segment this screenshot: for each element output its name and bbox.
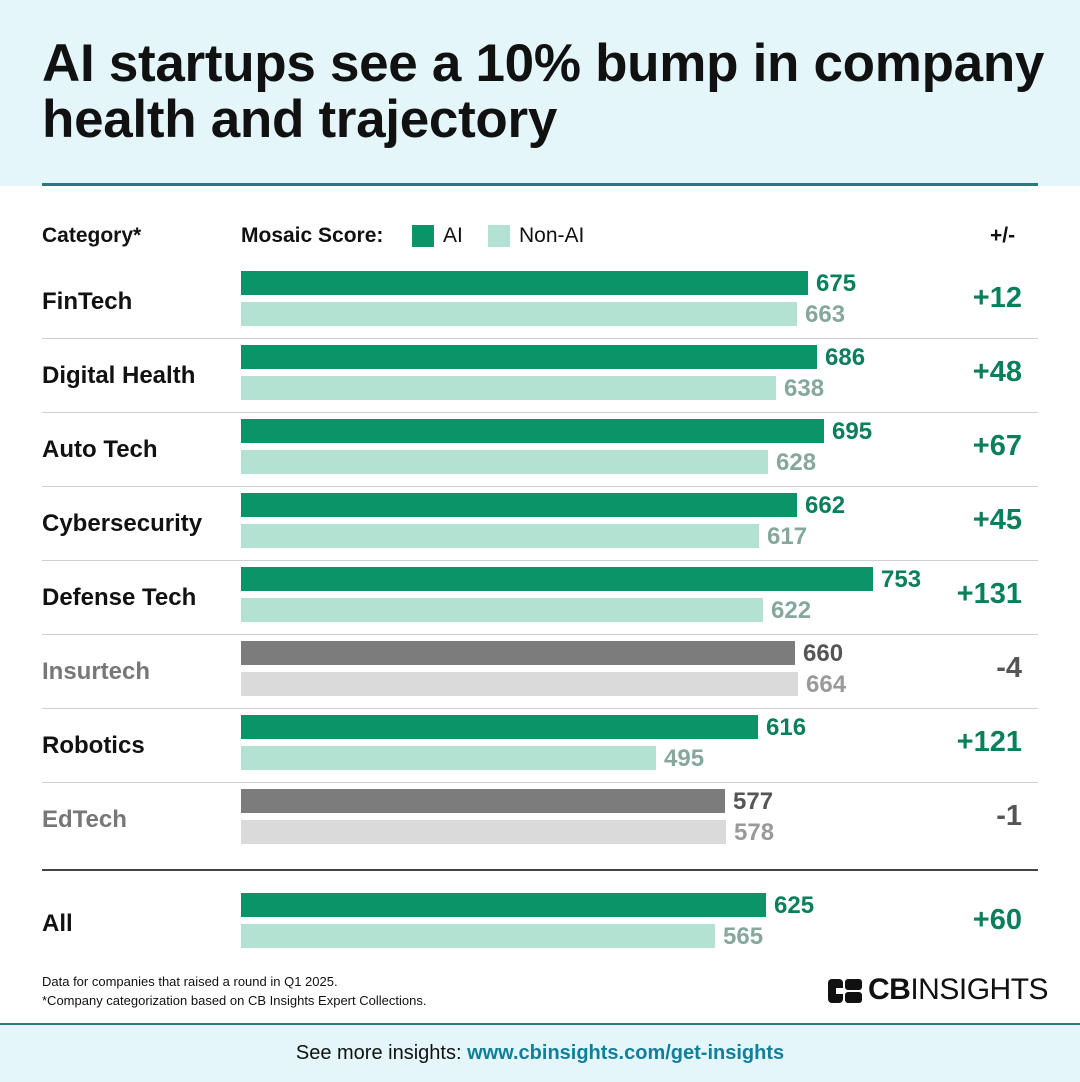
footer-prefix: See more insights: (295, 1042, 462, 1064)
footnote-categorization: *Company categorization based on CB Insi… (42, 993, 427, 1008)
bar-value-ai-fintech: 675 (816, 270, 857, 297)
row-divider (42, 412, 1038, 413)
footer-text: See more insights: www.cbinsights.com/ge… (0, 1042, 1080, 1065)
delta-value-digital-health: +48 (972, 356, 1022, 388)
delta-value-defense-tech: +131 (956, 578, 1022, 610)
bar-ai-defense-tech (241, 567, 873, 591)
category-label-defense-tech: Defense Tech (42, 584, 197, 611)
bar-nonai-fintech (241, 302, 797, 326)
bar-ai-edtech (241, 789, 725, 813)
row-divider (42, 782, 1038, 783)
row-divider (42, 486, 1038, 487)
category-label-robotics: Robotics (42, 732, 145, 759)
bar-value-ai-robotics: 616 (766, 714, 807, 741)
bar-value-nonai-insurtech: 664 (806, 671, 847, 698)
bar-value-nonai-defense-tech: 622 (771, 597, 812, 624)
bar-ai-robotics (241, 715, 758, 739)
bar-value-nonai-robotics: 495 (664, 745, 705, 772)
header-band (0, 0, 1080, 186)
row-divider (42, 560, 1038, 561)
row-divider (42, 708, 1038, 709)
score-column-header: Mosaic Score: (241, 224, 384, 247)
bar-ai-fintech (241, 271, 808, 295)
bar-value-nonai-all: 565 (723, 923, 764, 950)
bar-nonai-auto-tech (241, 450, 768, 474)
category-label-fintech: FinTech (42, 288, 133, 315)
bar-nonai-defense-tech (241, 598, 763, 622)
legend-nonai-swatch (488, 225, 510, 247)
logo-wordmark-regular: INSIGHTS (910, 973, 1049, 1006)
delta-value-insurtech: -4 (996, 652, 1022, 684)
category-label-edtech: EdTech (42, 806, 127, 833)
footer-band: See more insights: www.cbinsights.com/ge… (0, 1023, 1080, 1082)
delta-column-header: +/- (990, 224, 1016, 247)
cb-insights-logo-icon (828, 979, 862, 1003)
delta-value-auto-tech: +67 (972, 430, 1022, 462)
delta-value-cybersecurity: +45 (972, 504, 1022, 536)
bar-value-nonai-edtech: 578 (734, 819, 775, 846)
bar-value-ai-all: 625 (774, 892, 815, 919)
category-label-digital-health: Digital Health (42, 362, 196, 389)
bar-nonai-cybersecurity (241, 524, 759, 548)
bar-value-nonai-digital-health: 638 (784, 375, 825, 402)
bar-nonai-edtech (241, 820, 726, 844)
category-label-cybersecurity: Cybersecurity (42, 510, 203, 537)
bar-nonai-all (241, 924, 715, 948)
legend-ai-swatch (412, 225, 434, 247)
bar-ai-all (241, 893, 766, 917)
row-divider (42, 634, 1038, 635)
category-label-all: All (42, 910, 73, 937)
bar-value-ai-digital-health: 686 (825, 344, 866, 371)
delta-value-edtech: -1 (996, 800, 1022, 832)
delta-value-fintech: +12 (972, 282, 1022, 314)
bar-nonai-insurtech (241, 672, 798, 696)
bar-nonai-digital-health (241, 376, 776, 400)
bar-nonai-robotics (241, 746, 656, 770)
delta-value-all: +60 (972, 904, 1022, 936)
category-column-header: Category* (42, 224, 142, 247)
logo-wordmark: CBINSIGHTS (868, 973, 1049, 1006)
bar-value-ai-edtech: 577 (733, 788, 774, 815)
bar-value-nonai-auto-tech: 628 (776, 449, 817, 476)
cb-insights-logo: CBINSIGHTS (828, 974, 1049, 1006)
bar-value-ai-auto-tech: 695 (832, 418, 873, 445)
bar-value-ai-cybersecurity: 662 (805, 492, 846, 519)
legend-nonai-label: Non-AI (519, 224, 585, 247)
legend-ai-label: AI (443, 224, 463, 247)
all-divider (42, 869, 1038, 871)
category-label-auto-tech: Auto Tech (42, 436, 158, 463)
bar-value-nonai-fintech: 663 (805, 301, 846, 328)
delta-value-robotics: +121 (956, 726, 1022, 758)
header-divider (42, 183, 1038, 186)
bar-value-nonai-cybersecurity: 617 (767, 523, 808, 550)
logo-wordmark-bold: CB (868, 973, 911, 1006)
page-title: AI startups see a 10% bump in company he… (42, 34, 1045, 149)
bar-ai-auto-tech (241, 419, 824, 443)
bar-value-ai-defense-tech: 753 (881, 566, 922, 593)
category-label-insurtech: Insurtech (42, 658, 151, 685)
bar-value-ai-insurtech: 660 (803, 640, 844, 667)
bar-ai-insurtech (241, 641, 795, 665)
row-divider (42, 338, 1038, 339)
footer-link[interactable]: www.cbinsights.com/get-insights (467, 1042, 785, 1064)
bar-ai-cybersecurity (241, 493, 797, 517)
footnote-data: Data for companies that raised a round i… (42, 974, 338, 989)
bar-ai-digital-health (241, 345, 817, 369)
